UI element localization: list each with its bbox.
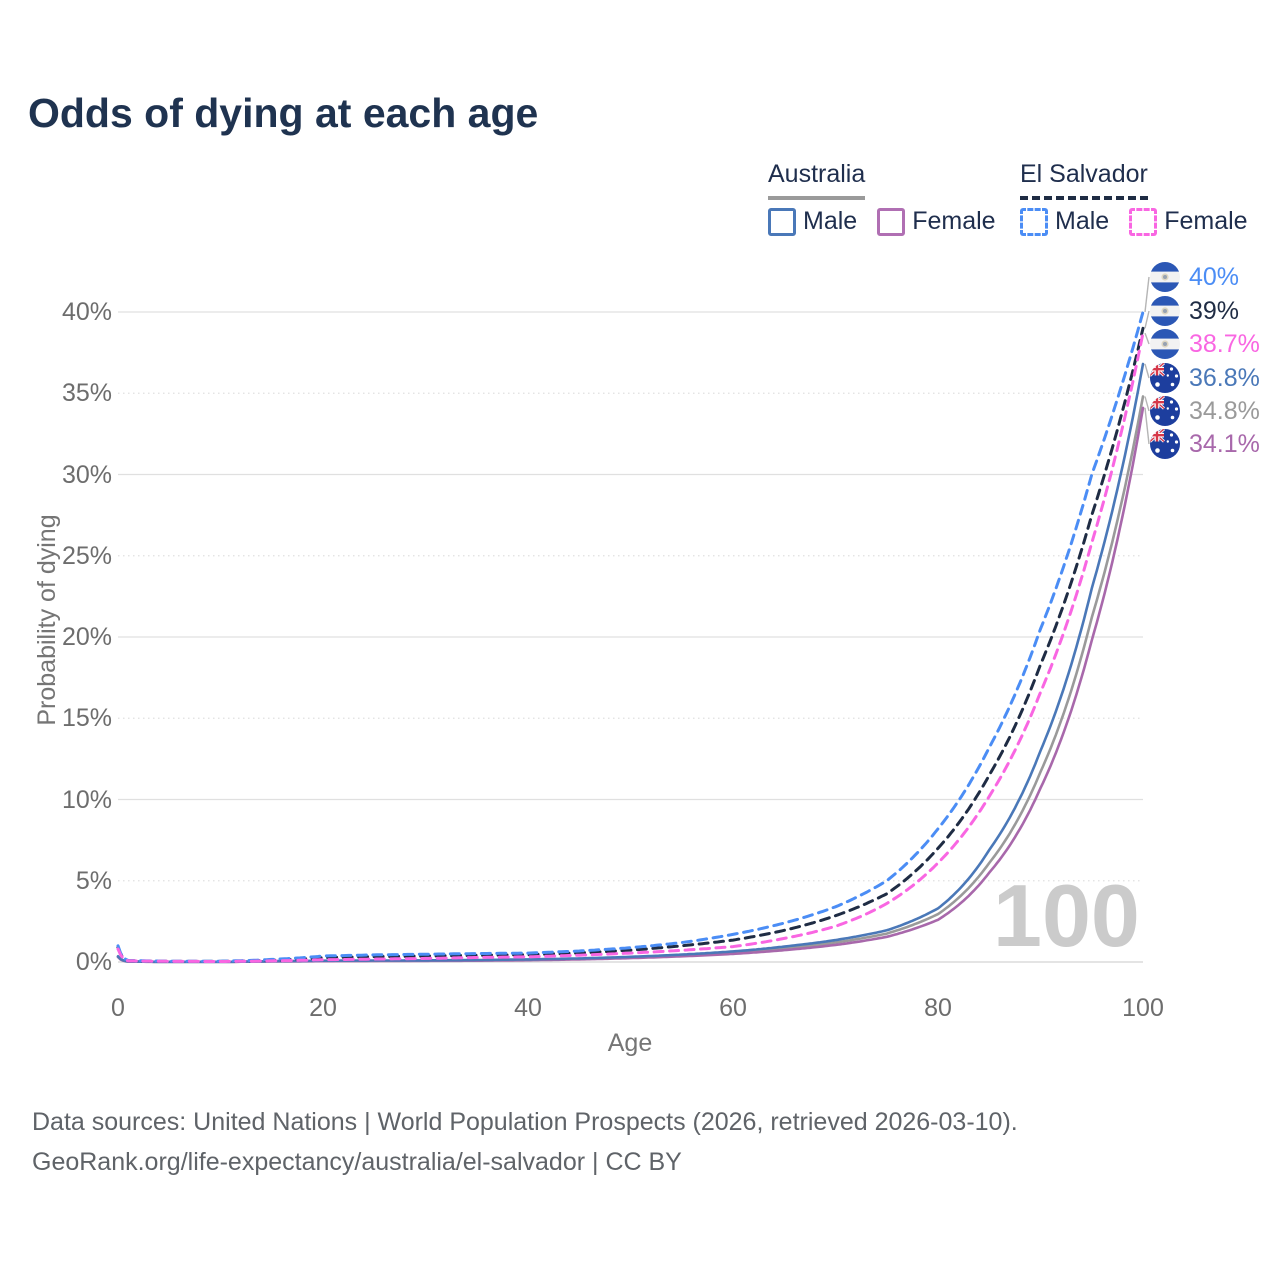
end-label-australia-female: 34.1% bbox=[1150, 429, 1260, 459]
el-salvador-flag-icon bbox=[1150, 296, 1180, 326]
legend-item-label: Male bbox=[1055, 207, 1110, 235]
end-label-connector bbox=[1144, 396, 1150, 412]
australia-flag-icon bbox=[1150, 429, 1180, 459]
legend-item-australia-female[interactable]: Female bbox=[877, 207, 996, 236]
y-tick-label: 0% bbox=[75, 948, 112, 976]
end-label-el-salvador-male: 40% bbox=[1150, 262, 1239, 292]
australia-female-swatch-icon bbox=[877, 207, 906, 236]
end-label-value: 39% bbox=[1189, 297, 1240, 325]
end-label-connector bbox=[1144, 407, 1150, 445]
age-watermark: 100 bbox=[993, 866, 1140, 965]
end-label-value: 38.7% bbox=[1189, 330, 1260, 358]
y-tick-label: 20% bbox=[61, 623, 112, 651]
x-tick-label: 100 bbox=[1122, 994, 1164, 1022]
australia-flag-icon bbox=[1150, 396, 1180, 426]
legend-row-el-salvador: Male Female bbox=[1020, 207, 1248, 236]
x-tick-label: 80 bbox=[924, 994, 952, 1022]
legend-item-label: Female bbox=[1164, 207, 1248, 235]
el-salvador-female-swatch-icon bbox=[1129, 207, 1158, 236]
y-tick-label: 30% bbox=[61, 460, 112, 489]
x-tick-label: 0 bbox=[111, 994, 125, 1022]
legend-item-el-salvador-male[interactable]: Male bbox=[1020, 207, 1109, 236]
australia-flag-icon bbox=[1150, 363, 1180, 393]
end-label-connector bbox=[1144, 363, 1150, 379]
legend-item-el-salvador-female[interactable]: Female bbox=[1129, 207, 1248, 236]
end-label-value: 34.1% bbox=[1189, 430, 1260, 458]
y-tick-label: 40% bbox=[61, 298, 112, 326]
series-line-el-salvador-female[interactable] bbox=[116, 331, 1145, 963]
end-label-el-salvador-both-sexes: 39% bbox=[1150, 296, 1239, 326]
end-label-value: 40% bbox=[1189, 263, 1240, 291]
footer-attribution: GeoRank.org/life-expectancy/australia/el… bbox=[32, 1148, 682, 1176]
end-label-australia-male: 36.8% bbox=[1150, 363, 1260, 393]
series-line-el-salvador-male[interactable] bbox=[116, 310, 1145, 963]
footer-data-sources: Data sources: United Nations | World Pop… bbox=[32, 1108, 1018, 1136]
legend-header-australia[interactable]: Australia bbox=[768, 160, 866, 200]
x-tick-label: 20 bbox=[309, 994, 337, 1022]
el-salvador-flag-icon bbox=[1150, 262, 1180, 292]
el-salvador-flag-icon bbox=[1150, 329, 1180, 359]
legend-header-el-salvador[interactable]: El Salvador bbox=[1020, 160, 1148, 200]
end-label-el-salvador-female: 38.7% bbox=[1150, 329, 1260, 359]
x-axis-title: Age bbox=[607, 1029, 653, 1057]
series-line-australia-female[interactable] bbox=[116, 406, 1145, 964]
end-label-connector bbox=[1144, 332, 1150, 345]
legend-item-australia-male[interactable]: Male bbox=[768, 207, 857, 236]
series-line-el-salvador-both-sexes[interactable] bbox=[116, 326, 1145, 963]
legend-item-label: Female bbox=[912, 207, 996, 235]
legend-group-el-salvador: El Salvador Male Female bbox=[1020, 160, 1248, 236]
y-tick-label: 10% bbox=[61, 785, 112, 814]
y-tick-label: 35% bbox=[61, 379, 112, 408]
y-tick-label: 25% bbox=[61, 541, 112, 570]
y-tick-label: 15% bbox=[61, 704, 112, 733]
legend-row-australia: Male Female bbox=[768, 207, 996, 236]
end-label-connector bbox=[1144, 276, 1150, 313]
y-tick-label: 5% bbox=[75, 866, 112, 895]
end-label-value: 36.8% bbox=[1189, 364, 1260, 392]
end-label-value: 34.8% bbox=[1189, 397, 1260, 425]
x-tick-label: 60 bbox=[719, 994, 747, 1022]
series-line-australia-both-sexes[interactable] bbox=[116, 395, 1145, 964]
x-tick-label: 40 bbox=[514, 994, 542, 1022]
end-label-connector bbox=[1144, 310, 1150, 329]
el-salvador-male-swatch-icon bbox=[1020, 207, 1048, 236]
legend-group-australia: Australia Male Female bbox=[768, 160, 996, 236]
legend-item-label: Male bbox=[803, 207, 858, 235]
page-title: Odds of dying at each age bbox=[28, 90, 539, 136]
australia-male-swatch-icon bbox=[768, 207, 796, 236]
end-label-australia-both-sexes: 34.8% bbox=[1150, 396, 1260, 426]
